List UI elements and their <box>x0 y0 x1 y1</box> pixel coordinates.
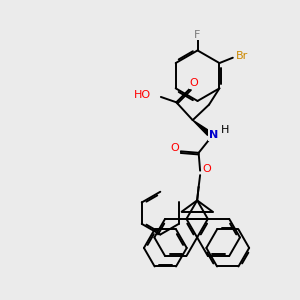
Text: H: H <box>221 125 230 135</box>
Text: N: N <box>209 130 218 140</box>
Text: HO: HO <box>134 91 152 100</box>
Text: O: O <box>190 78 199 88</box>
Polygon shape <box>193 120 211 135</box>
Text: O: O <box>170 143 179 153</box>
Text: O: O <box>202 164 211 174</box>
Text: Br: Br <box>236 51 248 61</box>
Text: F: F <box>194 30 201 40</box>
